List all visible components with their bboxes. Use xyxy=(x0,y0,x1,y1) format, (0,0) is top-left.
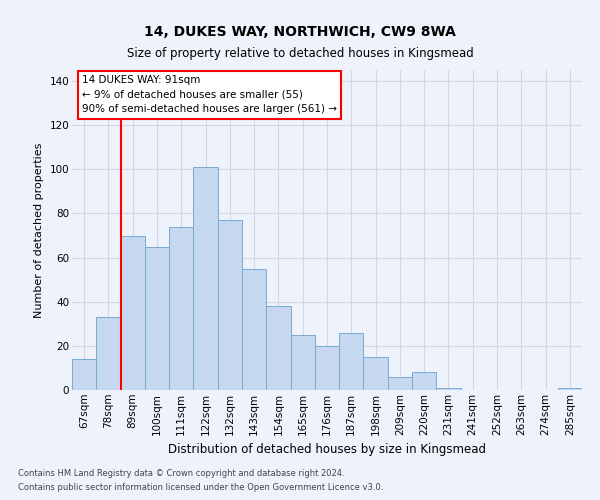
Bar xyxy=(96,317,121,390)
Bar xyxy=(558,388,582,390)
Y-axis label: Number of detached properties: Number of detached properties xyxy=(34,142,44,318)
Bar xyxy=(145,246,169,390)
X-axis label: Distribution of detached houses by size in Kingsmead: Distribution of detached houses by size … xyxy=(168,443,486,456)
Bar xyxy=(266,306,290,390)
Bar xyxy=(436,388,461,390)
Text: 14, DUKES WAY, NORTHWICH, CW9 8WA: 14, DUKES WAY, NORTHWICH, CW9 8WA xyxy=(144,25,456,39)
Bar xyxy=(315,346,339,390)
Text: Contains public sector information licensed under the Open Government Licence v3: Contains public sector information licen… xyxy=(18,484,383,492)
Text: 14 DUKES WAY: 91sqm
← 9% of detached houses are smaller (55)
90% of semi-detache: 14 DUKES WAY: 91sqm ← 9% of detached hou… xyxy=(82,75,337,114)
Bar xyxy=(121,236,145,390)
Bar xyxy=(72,359,96,390)
Bar xyxy=(388,377,412,390)
Bar xyxy=(364,357,388,390)
Bar xyxy=(193,167,218,390)
Bar xyxy=(218,220,242,390)
Bar xyxy=(339,332,364,390)
Bar xyxy=(290,335,315,390)
Text: Contains HM Land Registry data © Crown copyright and database right 2024.: Contains HM Land Registry data © Crown c… xyxy=(18,468,344,477)
Bar xyxy=(169,226,193,390)
Bar xyxy=(412,372,436,390)
Text: Size of property relative to detached houses in Kingsmead: Size of property relative to detached ho… xyxy=(127,48,473,60)
Bar xyxy=(242,268,266,390)
